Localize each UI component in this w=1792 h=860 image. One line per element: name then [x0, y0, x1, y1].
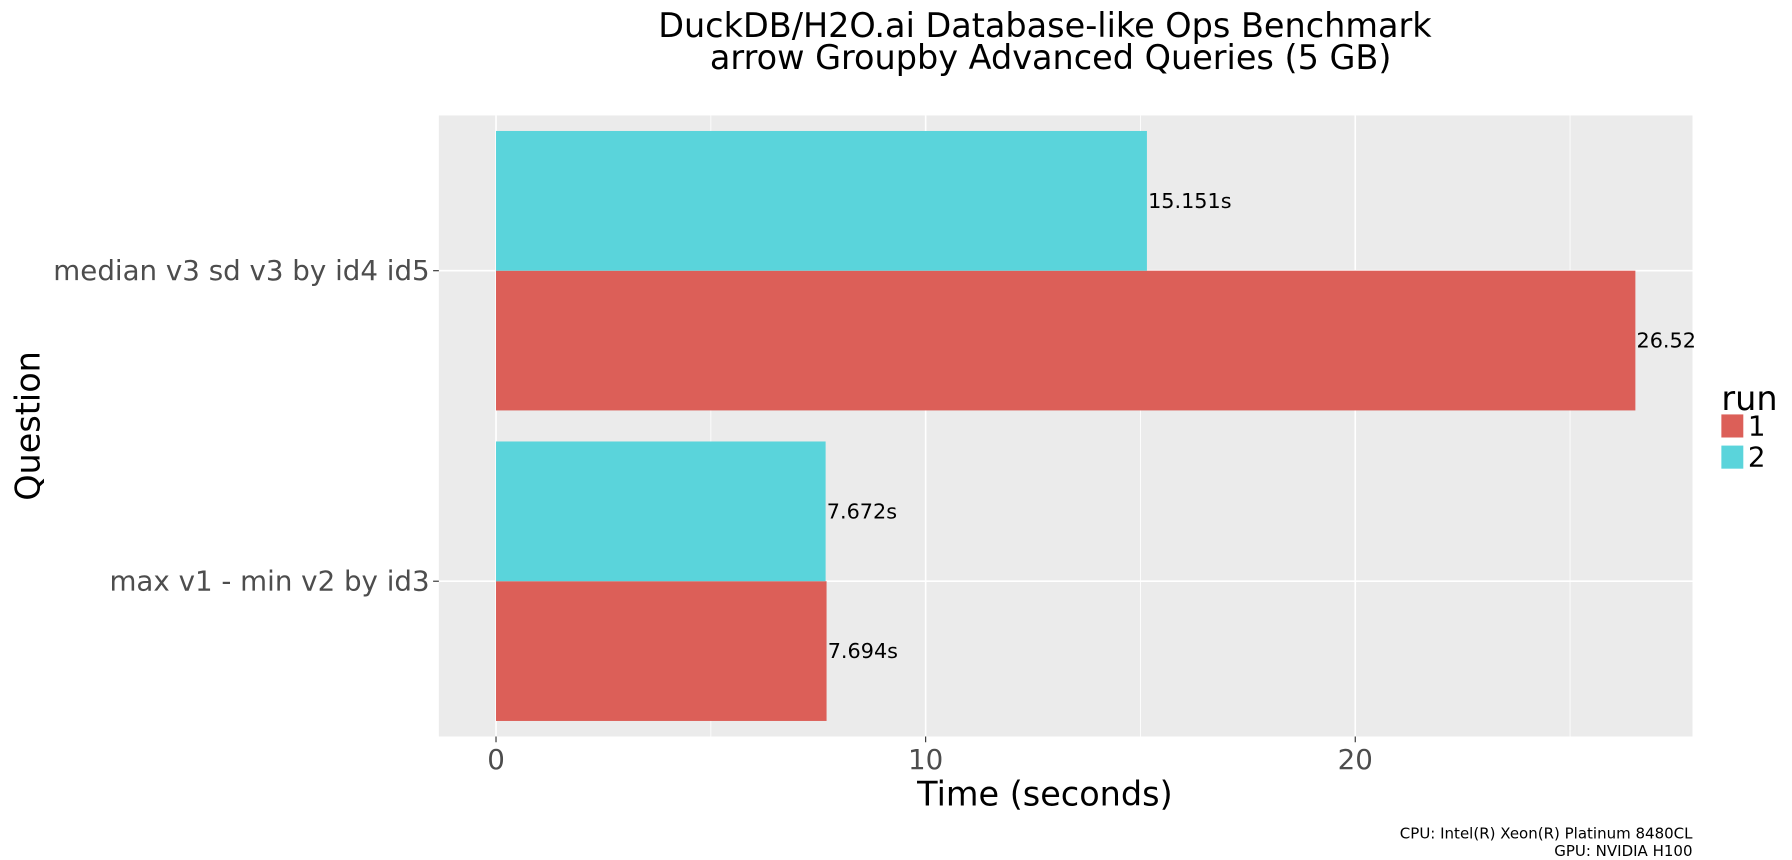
legend-label: 2 — [1748, 441, 1766, 474]
caption: CPU: Intel(R) Xeon(R) Platinum 8480CL — [1400, 824, 1693, 842]
bar — [496, 270, 1636, 411]
x-tick-label: 0 — [487, 743, 505, 776]
x-axis-label: Time (seconds) — [916, 775, 1172, 814]
y-axis-label: Question — [8, 351, 47, 501]
bar — [496, 130, 1147, 271]
data-label: 15.151s — [1148, 189, 1231, 213]
legend-swatch — [1721, 445, 1744, 469]
bar — [496, 581, 827, 721]
x-tick-label: 20 — [1338, 743, 1373, 776]
chart-subtitle: arrow Groupby Advanced Queries (5 GB) — [710, 38, 1392, 77]
legend-label: 1 — [1748, 409, 1766, 442]
chart-title: DuckDB/H2O.ai Database-like Ops Benchmar… — [658, 6, 1432, 45]
legend-title: run — [1721, 379, 1777, 418]
data-label: 7.694s — [828, 639, 898, 663]
y-tick-label: median v3 sd v3 by id4 id5 — [53, 254, 429, 287]
y-tick-label: max v1 - min v2 by id3 — [109, 565, 429, 598]
bar — [496, 441, 826, 582]
data-label: 26.52 — [1637, 329, 1696, 353]
caption: GPU: NVIDIA H100 — [1554, 842, 1692, 860]
data-label: 7.672s — [827, 499, 897, 523]
x-tick-label: 10 — [908, 743, 943, 776]
legend-swatch — [1721, 414, 1744, 438]
